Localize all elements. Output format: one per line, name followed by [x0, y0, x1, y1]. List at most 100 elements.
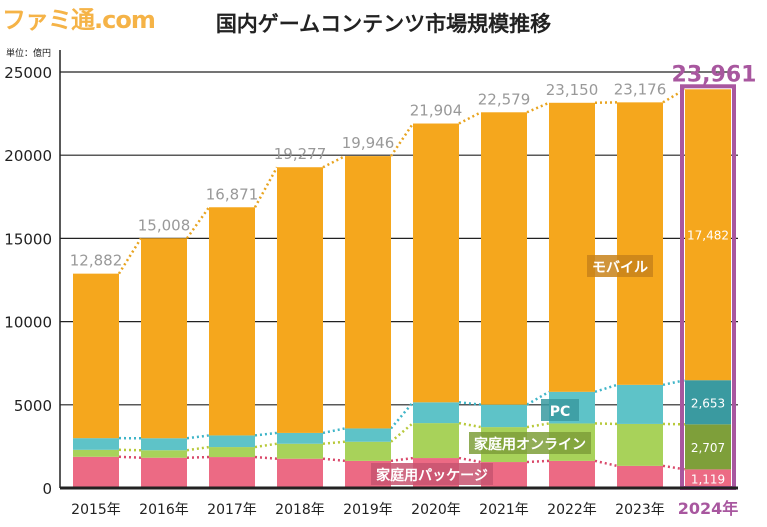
- bar-segment-モバイル: [141, 238, 187, 439]
- bar-segment-PC: [481, 404, 527, 428]
- series-label-bg: [587, 255, 653, 277]
- bar-segment-家庭用パッケージ: [73, 456, 119, 488]
- bar-segment-家庭用オンライン: [209, 447, 255, 458]
- total-label: 23,150: [546, 81, 599, 99]
- series-label-bg: [469, 432, 591, 454]
- x-tick-label: 2018年: [275, 502, 325, 518]
- connector-1: [186, 445, 210, 452]
- y-tick-label: 25000: [4, 64, 52, 82]
- bar-segment-PC: [141, 438, 187, 451]
- total-label: 19,277: [274, 145, 327, 163]
- y-tick-label: 0: [42, 480, 52, 498]
- connector-3: [389, 122, 415, 157]
- bar-segment-PC: [617, 384, 663, 424]
- connector-3: [185, 206, 211, 239]
- series-label: PC: [550, 404, 571, 420]
- bar-segment-モバイル: [345, 156, 391, 429]
- connector-2: [662, 378, 686, 387]
- bar-segment-家庭用オンライン: [345, 441, 391, 461]
- y-tick-label: 20000: [4, 147, 52, 165]
- connector-1: [390, 422, 414, 443]
- y-tick-label: 15000: [4, 230, 52, 248]
- total-label: 16,871: [206, 185, 259, 203]
- series-label-bg: [541, 399, 579, 421]
- connector-3: [458, 111, 482, 125]
- bar-segment-家庭用パッケージ: [685, 469, 731, 488]
- bar-segment-モバイル: [73, 273, 119, 439]
- x-tick-label: 2023年: [615, 502, 665, 518]
- data-label: 1,119: [691, 473, 725, 487]
- bar-segment-モバイル: [617, 102, 663, 385]
- total-label: 15,008: [138, 216, 191, 234]
- bar-segment-家庭用オンライン: [685, 424, 731, 470]
- connector-3: [253, 166, 279, 208]
- connector-1: [526, 422, 550, 429]
- total-label: 19,946: [342, 134, 395, 152]
- bar-segment-家庭用オンライン: [73, 449, 119, 457]
- x-tick-label: 2022年: [547, 502, 597, 518]
- connector-1: [458, 421, 482, 429]
- series-label: 家庭用オンライン: [474, 436, 586, 453]
- bar-segment-モバイル: [209, 207, 255, 436]
- connector-0: [526, 459, 550, 464]
- x-tick-label: 2024年: [678, 499, 739, 518]
- connector-0: [662, 464, 686, 471]
- x-tick-label: 2016年: [139, 502, 189, 518]
- series-label-bg: [371, 463, 493, 485]
- x-tick-label: 2021年: [479, 502, 529, 518]
- y-tick-label: 5000: [14, 397, 52, 415]
- connector-0: [458, 456, 482, 464]
- connector-2: [390, 401, 414, 430]
- total-label: 22,579: [478, 90, 531, 108]
- bar-segment-PC: [345, 428, 391, 442]
- connector-1: [322, 440, 346, 445]
- connector-2: [594, 383, 618, 394]
- data-label: 2,653: [691, 396, 725, 410]
- bar-segment-家庭用オンライン: [413, 423, 459, 459]
- connector-0: [594, 459, 618, 468]
- connector-2: [254, 431, 278, 437]
- bar-segment-PC: [685, 380, 731, 425]
- connector-1: [254, 442, 278, 449]
- bar-segment-モバイル: [549, 102, 595, 392]
- connector-0: [254, 455, 278, 460]
- bar-segment-モバイル: [277, 167, 323, 433]
- connector-3: [322, 154, 346, 169]
- data-label: 2,707: [691, 441, 725, 455]
- bar-segment-家庭用パッケージ: [617, 465, 663, 488]
- bar-segment-PC: [277, 432, 323, 444]
- total-label: 23,176: [614, 80, 667, 98]
- bar-segment-家庭用パッケージ: [209, 457, 255, 488]
- connector-0: [390, 456, 414, 463]
- series-label: 家庭用パッケージ: [376, 467, 488, 484]
- bar-segment-家庭用パッケージ: [277, 458, 323, 488]
- connector-2: [186, 434, 210, 440]
- connector-3: [117, 237, 143, 275]
- series-label: モバイル: [592, 260, 648, 276]
- connector-0: [118, 455, 142, 459]
- bar-segment-家庭用オンライン: [141, 450, 187, 458]
- y-tick-label: 10000: [4, 314, 52, 332]
- connector-0: [322, 457, 346, 463]
- bar-segment-PC: [73, 438, 119, 450]
- bar-segment-モバイル: [685, 89, 731, 381]
- connector-3: [526, 101, 550, 114]
- bar-segment-PC: [209, 435, 255, 448]
- bar-segment-家庭用パッケージ: [549, 460, 595, 488]
- bar-segment-PC: [413, 402, 459, 424]
- bar-segment-家庭用オンライン: [617, 423, 663, 466]
- x-tick-label: 2020年: [411, 502, 461, 518]
- total-label: 23,961: [672, 62, 757, 87]
- data-label: 17,482: [687, 229, 729, 243]
- unit-label: 単位：億円: [6, 49, 52, 59]
- bar-segment-モバイル: [413, 123, 459, 403]
- connector-2: [458, 401, 482, 406]
- famitsu-logo: ファミ通.com: [2, 6, 156, 34]
- total-label: 12,882: [70, 252, 123, 270]
- bar-segment-モバイル: [481, 112, 527, 405]
- chart-title: 国内ゲームコンテンツ市場規模推移: [215, 12, 552, 36]
- connector-2: [322, 427, 346, 435]
- x-tick-label: 2017年: [207, 502, 257, 518]
- total-label: 21,904: [410, 102, 463, 120]
